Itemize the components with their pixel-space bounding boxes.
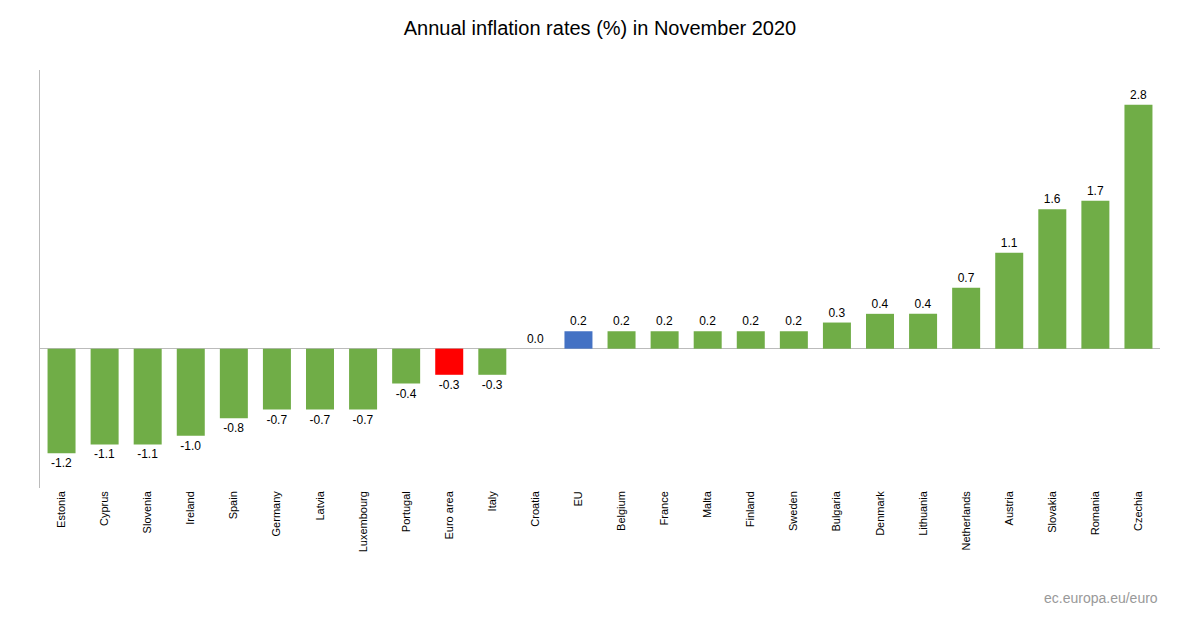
svg-text:Sweden: Sweden bbox=[787, 491, 799, 531]
svg-text:Slovakia: Slovakia bbox=[1046, 490, 1058, 532]
svg-text:Cyprus: Cyprus bbox=[98, 491, 110, 526]
svg-text:-1.2: -1.2 bbox=[51, 456, 72, 470]
svg-text:Italy: Italy bbox=[486, 491, 498, 512]
svg-text:Ireland: Ireland bbox=[184, 491, 196, 525]
svg-text:0.2: 0.2 bbox=[742, 314, 759, 328]
svg-text:-0.3: -0.3 bbox=[482, 378, 503, 392]
svg-text:0.2: 0.2 bbox=[785, 314, 802, 328]
svg-text:1.7: 1.7 bbox=[1087, 184, 1104, 198]
svg-text:-0.7: -0.7 bbox=[266, 413, 287, 427]
svg-text:Annual inflation rates (%) in: Annual inflation rates (%) in November 2… bbox=[404, 17, 796, 39]
svg-text:Czechia: Czechia bbox=[1132, 490, 1144, 531]
svg-text:Germany: Germany bbox=[270, 491, 282, 537]
svg-text:0.4: 0.4 bbox=[915, 297, 932, 311]
svg-text:France: France bbox=[658, 491, 670, 525]
svg-text:1.6: 1.6 bbox=[1044, 192, 1061, 206]
svg-text:-0.8: -0.8 bbox=[223, 421, 244, 435]
svg-text:Latvia: Latvia bbox=[314, 490, 326, 520]
svg-text:Euro area: Euro area bbox=[443, 490, 455, 539]
svg-text:-1.1: -1.1 bbox=[137, 447, 158, 461]
svg-text:Spain: Spain bbox=[227, 491, 239, 519]
svg-text:0.2: 0.2 bbox=[699, 314, 716, 328]
svg-text:0.3: 0.3 bbox=[828, 306, 845, 320]
svg-text:Portugal: Portugal bbox=[400, 491, 412, 532]
svg-text:ec.europa.eu/euro: ec.europa.eu/euro bbox=[1044, 590, 1158, 606]
svg-text:-0.7: -0.7 bbox=[353, 413, 374, 427]
svg-text:Netherlands: Netherlands bbox=[960, 491, 972, 551]
svg-text:Denmark: Denmark bbox=[874, 491, 886, 536]
svg-text:-0.7: -0.7 bbox=[309, 413, 330, 427]
svg-text:-1.1: -1.1 bbox=[94, 447, 115, 461]
svg-text:0.2: 0.2 bbox=[570, 314, 587, 328]
svg-text:0.2: 0.2 bbox=[613, 314, 630, 328]
svg-text:0.7: 0.7 bbox=[958, 271, 975, 285]
svg-text:0.2: 0.2 bbox=[656, 314, 673, 328]
svg-text:Estonia: Estonia bbox=[55, 490, 67, 528]
svg-text:Malta: Malta bbox=[701, 490, 713, 518]
svg-text:-1.0: -1.0 bbox=[180, 439, 201, 453]
svg-text:1.1: 1.1 bbox=[1001, 236, 1018, 250]
svg-text:Croatia: Croatia bbox=[529, 490, 541, 526]
svg-text:Belgium: Belgium bbox=[615, 491, 627, 531]
svg-text:0.4: 0.4 bbox=[871, 297, 888, 311]
svg-text:2.8: 2.8 bbox=[1130, 88, 1147, 102]
svg-text:-0.3: -0.3 bbox=[439, 378, 460, 392]
svg-text:Luxembourg: Luxembourg bbox=[357, 491, 369, 552]
svg-text:Finland: Finland bbox=[744, 491, 756, 527]
svg-text:Austria: Austria bbox=[1003, 490, 1015, 525]
svg-text:0.0: 0.0 bbox=[527, 332, 544, 346]
svg-text:Slovenia: Slovenia bbox=[141, 490, 153, 533]
svg-text:-0.4: -0.4 bbox=[396, 387, 417, 401]
svg-text:Romania: Romania bbox=[1089, 490, 1101, 535]
svg-text:Bulgaria: Bulgaria bbox=[830, 490, 842, 531]
svg-text:Lithuania: Lithuania bbox=[917, 490, 929, 536]
svg-text:EU: EU bbox=[572, 491, 584, 506]
